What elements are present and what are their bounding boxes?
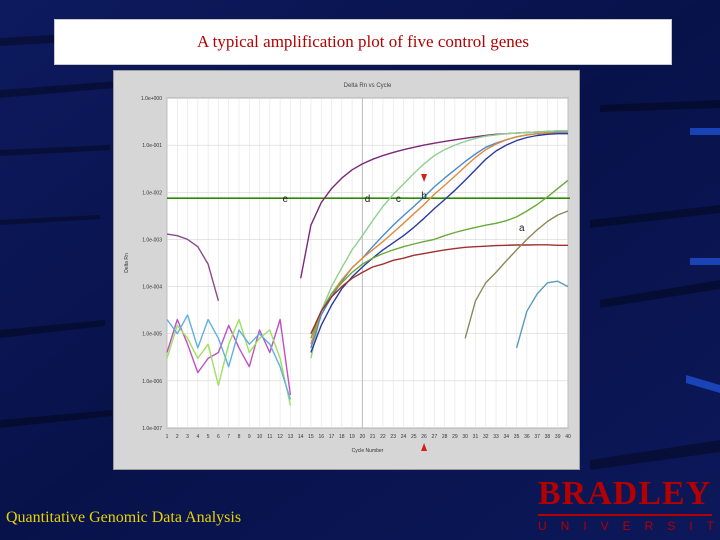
x-tick-label: 10 bbox=[257, 434, 263, 440]
slide-title: A typical amplification plot of five con… bbox=[197, 32, 529, 51]
series-line bbox=[310, 179, 569, 339]
x-tick-label: 8 bbox=[238, 434, 241, 440]
brand-rule bbox=[538, 514, 712, 516]
x-tick-label: 2 bbox=[176, 434, 179, 440]
x-tick-label: 12 bbox=[277, 434, 283, 440]
series-line bbox=[310, 133, 568, 353]
x-tick-label: 24 bbox=[401, 434, 407, 440]
series-line bbox=[310, 130, 568, 359]
x-tick-label: 40 bbox=[565, 434, 571, 440]
x-tick-label: 37 bbox=[534, 434, 540, 440]
x-tick-label: 9 bbox=[248, 434, 251, 440]
x-tick-label: 23 bbox=[390, 434, 396, 440]
x-tick-label: 21 bbox=[370, 434, 376, 440]
university-logo: BRADLEY UNIVERSITY bbox=[538, 475, 720, 533]
x-tick-label: 29 bbox=[452, 434, 458, 440]
x-tick-label: 19 bbox=[349, 434, 355, 440]
x-tick-label: 5 bbox=[207, 434, 210, 440]
y-tick-label: 1.0e-003 bbox=[142, 237, 162, 243]
x-tick-label: 6 bbox=[217, 434, 220, 440]
x-tick-label: 3 bbox=[186, 434, 189, 440]
brand-subtitle: UNIVERSITY bbox=[538, 519, 720, 533]
y-tick-label: 1.0e-001 bbox=[142, 143, 162, 149]
series-line bbox=[310, 244, 568, 334]
x-tick-label: 20 bbox=[360, 434, 366, 440]
x-tick-label: 18 bbox=[339, 434, 345, 440]
x-tick-label: 1 bbox=[166, 434, 169, 440]
threshold-arrow-top bbox=[421, 174, 428, 182]
series-line bbox=[464, 210, 569, 339]
x-tick-label: 22 bbox=[380, 434, 386, 440]
series-line bbox=[166, 318, 292, 406]
brand-name: BRADLEY bbox=[538, 475, 712, 512]
x-tick-label: 33 bbox=[493, 434, 499, 440]
curve-label: a bbox=[519, 223, 525, 234]
chart-frame: Delta Rn vs Cycle 1 2 3 4 5 6 7 8 9 10 11 12 13 14 15 16… bbox=[113, 70, 580, 470]
y-tick-label: 1.0e-005 bbox=[142, 332, 162, 338]
x-tick-label: 7 bbox=[227, 434, 230, 440]
series-line bbox=[166, 314, 292, 400]
x-tick-label: 16 bbox=[318, 434, 324, 440]
y-tick-label: 1.0e-004 bbox=[142, 285, 162, 291]
x-tick-label: 26 bbox=[421, 434, 427, 440]
series-line bbox=[166, 233, 220, 301]
curve-label: b bbox=[421, 191, 427, 202]
y-tick-label: 1.0e-002 bbox=[142, 190, 162, 196]
x-tick-label: 14 bbox=[298, 434, 304, 440]
y-tick-label: 1.0e-007 bbox=[142, 426, 162, 432]
x-tick-label: 36 bbox=[524, 434, 530, 440]
series-line bbox=[166, 318, 292, 396]
chart-title: Delta Rn vs Cycle bbox=[344, 83, 392, 89]
x-tick-label: 17 bbox=[329, 434, 335, 440]
x-tick-label: 11 bbox=[267, 434, 272, 440]
x-tick-label: 30 bbox=[462, 434, 468, 440]
x-tick-label: 15 bbox=[308, 434, 314, 440]
x-tick-label: 4 bbox=[196, 434, 199, 440]
footer-text: Quantitative Genomic Data Analysis bbox=[6, 509, 242, 526]
threshold-arrow-bottom bbox=[421, 443, 428, 451]
series-line bbox=[310, 132, 568, 345]
x-tick-label: 28 bbox=[442, 434, 448, 440]
x-tick-label: 13 bbox=[288, 434, 294, 440]
y-tick-label: 1.0e-006 bbox=[142, 379, 162, 385]
x-tick-label: 39 bbox=[555, 434, 561, 440]
x-tick-label: 35 bbox=[514, 434, 520, 440]
slide-title-box: A typical amplification plot of five con… bbox=[54, 19, 672, 65]
x-axis-label: Cycle Number bbox=[352, 448, 384, 454]
x-tick-label: 34 bbox=[504, 434, 510, 440]
y-tick-label: 1.0e+000 bbox=[141, 96, 162, 102]
x-tick-label: 25 bbox=[411, 434, 417, 440]
x-tick-label: 38 bbox=[545, 434, 551, 440]
x-tick-label: 27 bbox=[432, 434, 438, 440]
curve-label: c bbox=[396, 194, 401, 205]
y-axis-label: Delta Rn bbox=[124, 253, 130, 273]
x-tick-label: 32 bbox=[483, 434, 489, 440]
curve-label: d bbox=[365, 194, 371, 205]
x-tick-label: 31 bbox=[473, 434, 479, 440]
series-line bbox=[515, 280, 569, 349]
curve-label: e bbox=[282, 194, 288, 205]
